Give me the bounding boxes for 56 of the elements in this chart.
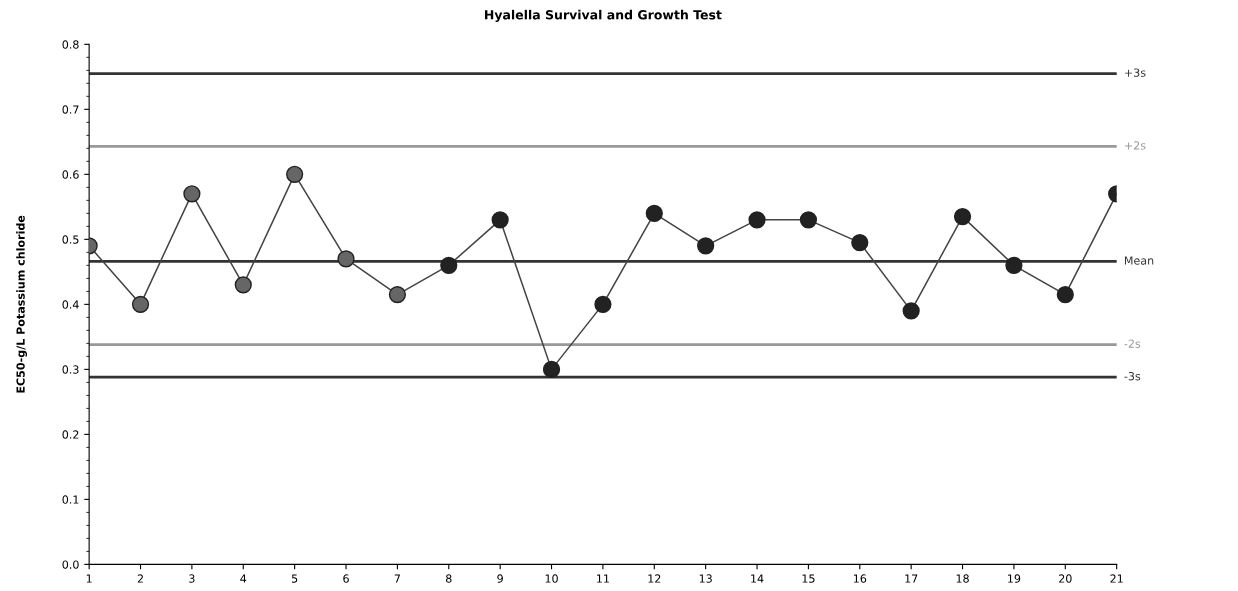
y-tick-label: 0.2 xyxy=(62,430,79,439)
point xyxy=(748,211,766,229)
x-tick-label: 14 xyxy=(751,574,764,583)
y-tick-label: 0.1 xyxy=(62,495,79,504)
point xyxy=(131,295,150,313)
ref-line-label: +3s xyxy=(1125,68,1146,77)
chart-title: Hyalella Survival and Growth Test xyxy=(485,9,722,23)
ref-line-label: -2s xyxy=(1124,339,1141,348)
y-tick-label: 0.6 xyxy=(62,170,79,179)
point xyxy=(1056,286,1074,304)
y-axis-title: EC50-g/L Potassium chloride xyxy=(16,215,28,393)
point xyxy=(388,286,407,304)
point xyxy=(1005,256,1023,274)
y-tick-label: 0.8 xyxy=(62,40,79,49)
x-tick-label: 6 xyxy=(343,574,349,583)
point xyxy=(286,165,304,183)
point xyxy=(542,360,561,378)
x-tick-label: 3 xyxy=(189,574,195,583)
x-tick-label: 18 xyxy=(956,574,969,583)
point xyxy=(697,237,715,255)
y-tick-label: 0.7 xyxy=(62,105,79,114)
x-tick-label: 10 xyxy=(545,574,558,583)
x-tick-label: 8 xyxy=(445,574,452,583)
x-tick-label: 9 xyxy=(497,574,503,583)
point xyxy=(183,185,201,203)
y-tick-label: 0.4 xyxy=(62,300,79,309)
y-tick-label: 0.0 xyxy=(62,560,79,569)
point xyxy=(902,302,920,320)
point xyxy=(234,276,252,294)
point xyxy=(851,233,869,252)
ref-line-label: -3s xyxy=(1124,372,1141,381)
x-tick-label: 15 xyxy=(802,574,815,583)
point xyxy=(440,256,458,274)
point xyxy=(953,207,972,226)
x-tick-label: 16 xyxy=(853,574,867,583)
x-tick-label: 2 xyxy=(137,574,143,583)
point xyxy=(491,211,509,229)
x-tick-label: 1 xyxy=(86,574,92,583)
point xyxy=(645,204,663,222)
x-tick-label: 17 xyxy=(905,574,918,583)
point xyxy=(337,250,355,268)
x-tick-label: 20 xyxy=(1059,574,1072,583)
ref-line-label: +2s xyxy=(1125,141,1146,150)
x-tick-label: 19 xyxy=(1008,574,1021,583)
point xyxy=(799,211,818,229)
point xyxy=(594,295,612,313)
x-tick-label: 21 xyxy=(1110,574,1123,583)
x-tick-label: 5 xyxy=(291,574,298,583)
y-tick-label: 0.5 xyxy=(62,235,79,244)
x-tick-label: 13 xyxy=(699,574,712,583)
x-tick-label: 7 xyxy=(394,574,400,583)
x-tick-label: 12 xyxy=(648,574,661,583)
x-tick-label: 11 xyxy=(597,574,609,583)
x-tick-label: 4 xyxy=(240,574,247,583)
ref-line-label: Mean xyxy=(1124,256,1154,265)
y-tick-label: 0.3 xyxy=(62,365,79,374)
